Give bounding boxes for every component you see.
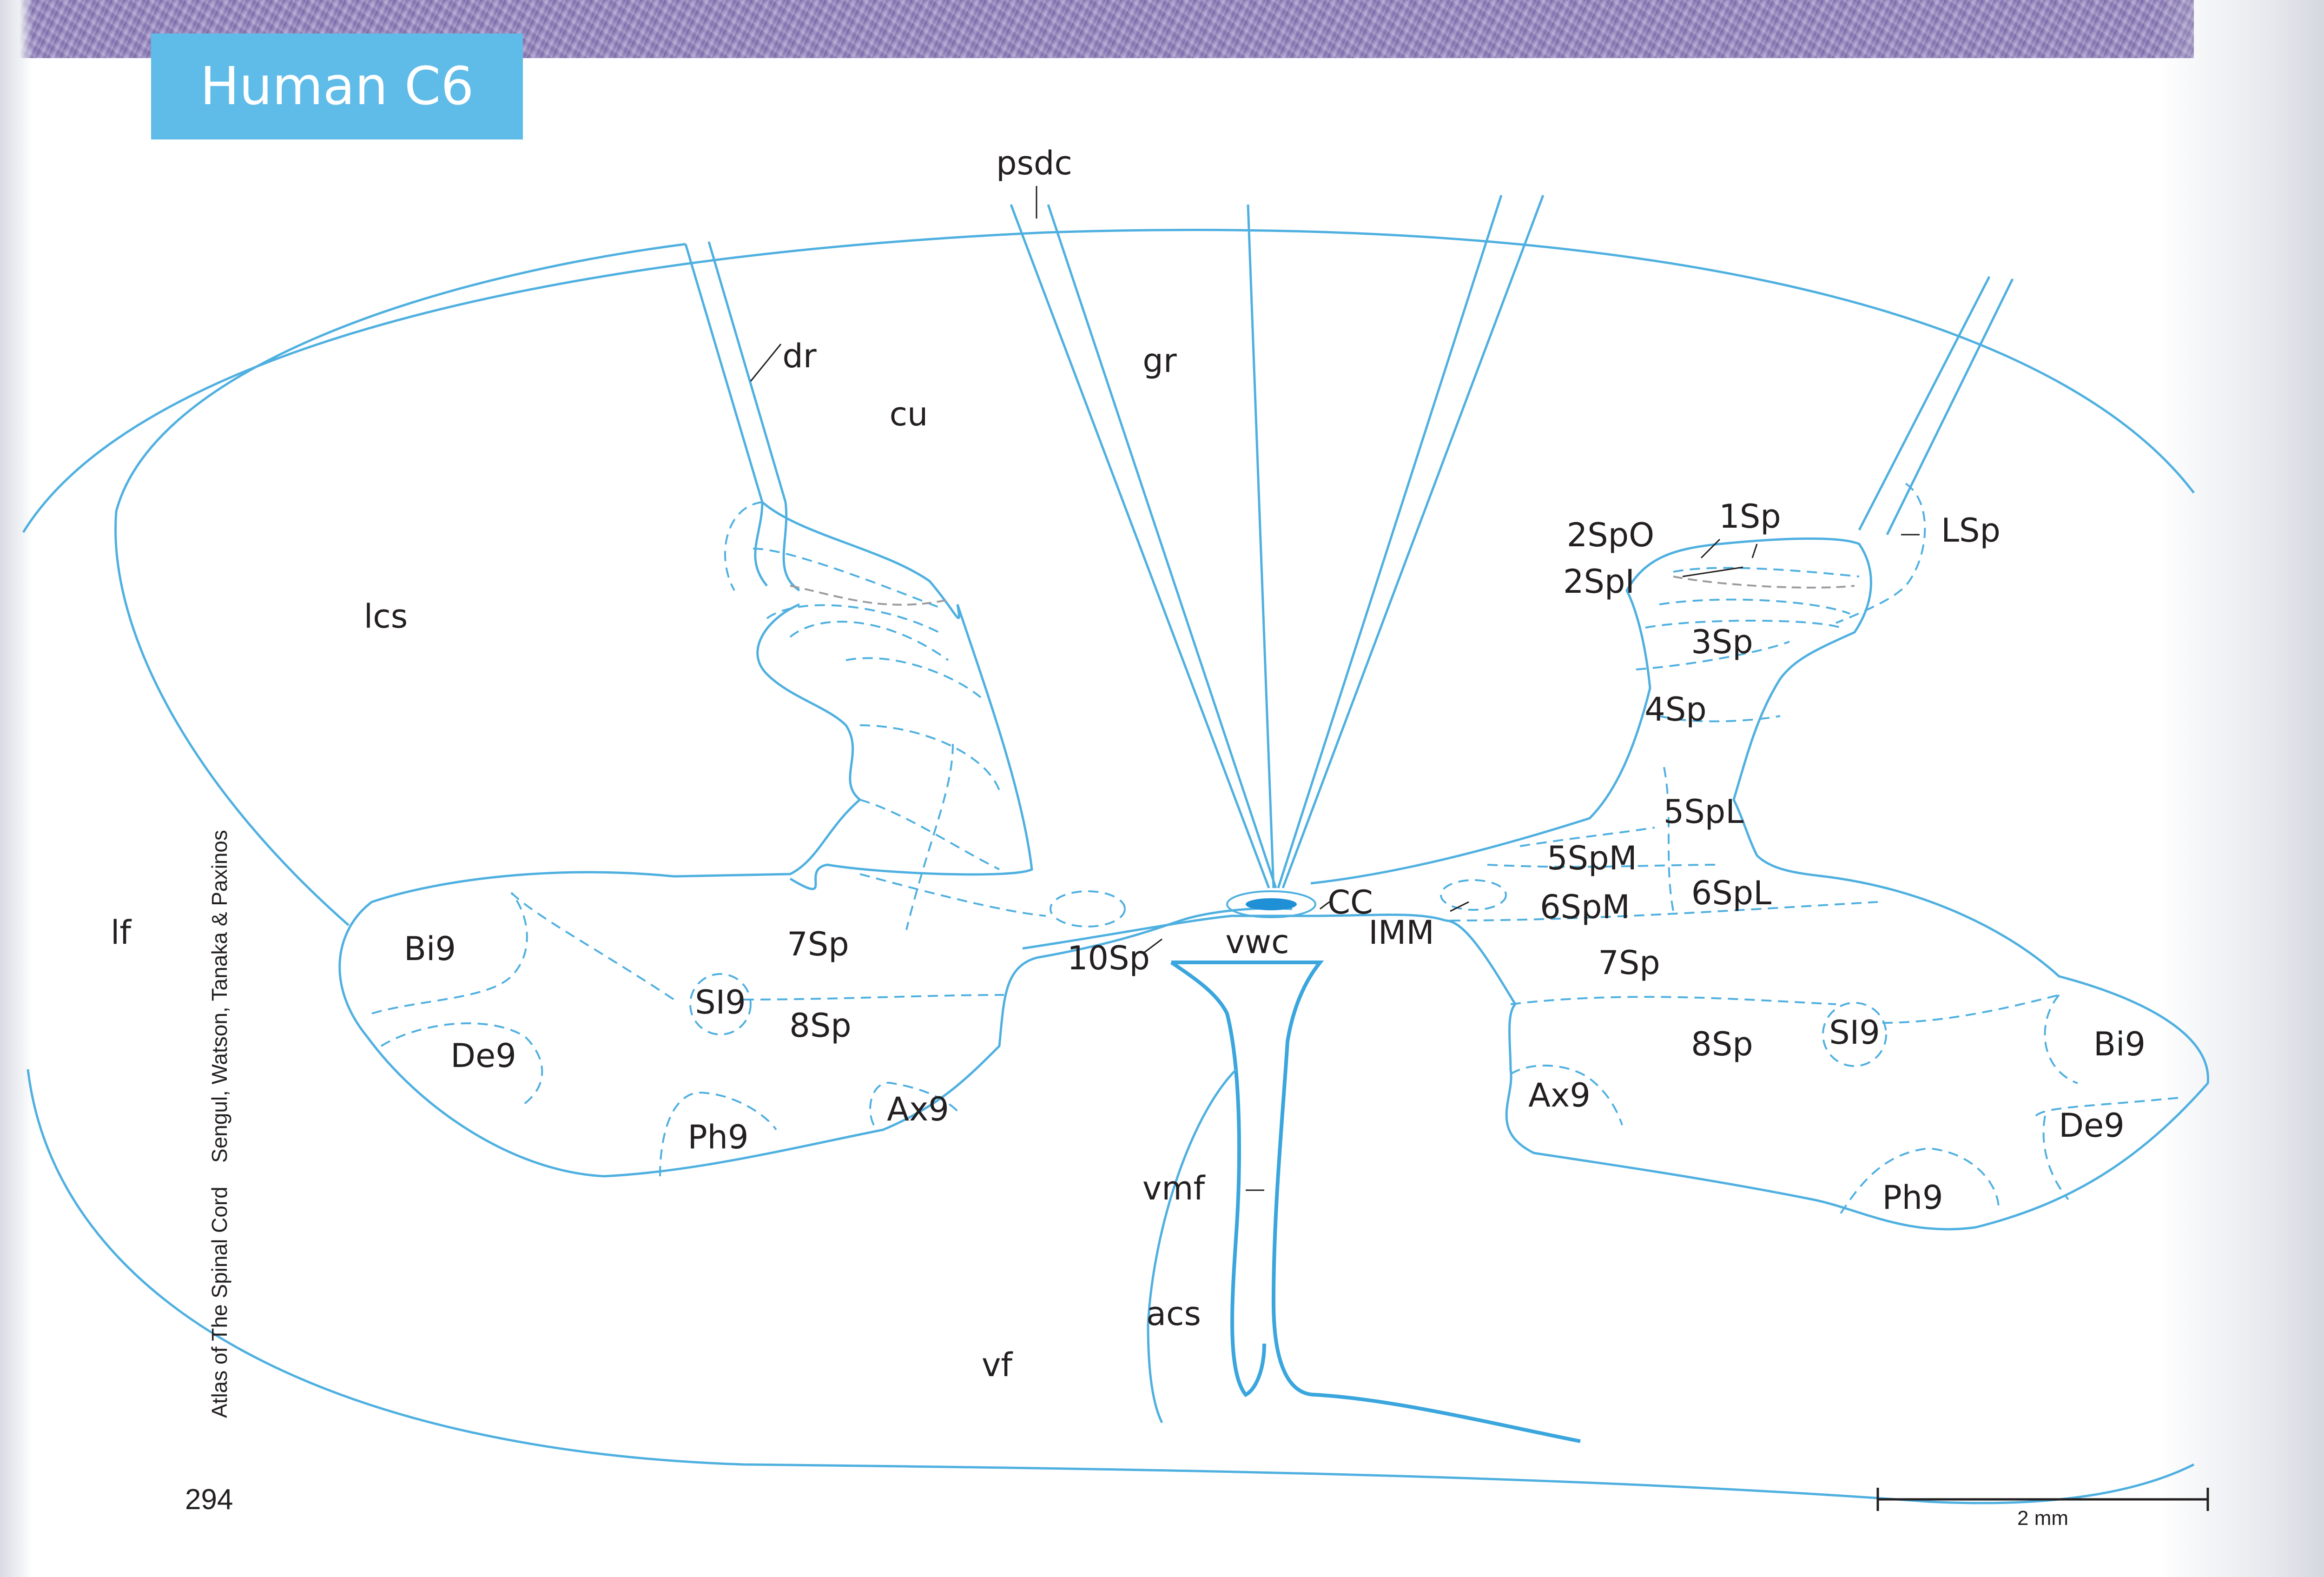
label-vmf: vmf bbox=[1142, 1169, 1206, 1207]
section-title: Human C6 bbox=[200, 56, 474, 117]
label-10sp: 10Sp bbox=[1067, 939, 1150, 977]
spine-authors: Sengul, Watson, Tanaka & Paxinos bbox=[207, 830, 231, 1163]
spine-credit: Atlas of The Spinal Cord Sengul, Watson,… bbox=[207, 814, 235, 1418]
label-lcs: lcs bbox=[364, 597, 408, 636]
label-vwc: vwc bbox=[1225, 923, 1289, 961]
left-dorsal-root bbox=[684, 241, 800, 592]
label-acs: acs bbox=[1146, 1295, 1201, 1333]
label-si9-right: SI9 bbox=[1829, 1014, 1880, 1052]
label-gr: gr bbox=[1142, 342, 1176, 380]
left-lamina-boundaries bbox=[371, 501, 1046, 1177]
label-imm: IMM bbox=[1368, 914, 1434, 952]
label-bi9-right: Bi9 bbox=[2093, 1025, 2146, 1063]
label-lf: lf bbox=[111, 914, 132, 952]
left-2spi-grey-line bbox=[790, 585, 949, 606]
label-bi9-left: Bi9 bbox=[404, 930, 456, 968]
label-7sp-right: 7Sp bbox=[1598, 944, 1660, 982]
label-2spi: 2SpI bbox=[1563, 563, 1635, 601]
label-cu: cu bbox=[890, 395, 928, 433]
lateral-funiculus-boundary bbox=[114, 243, 686, 926]
label-8sp-left: 8Sp bbox=[789, 1007, 851, 1045]
label-de9-right: De9 bbox=[2059, 1107, 2125, 1145]
right-dorsal-root bbox=[1858, 276, 2014, 536]
label-5spl: 5SpL bbox=[1664, 793, 1743, 831]
label-ax9-right: Ax9 bbox=[1528, 1076, 1591, 1114]
left-10sp-ellipse bbox=[1050, 890, 1126, 928]
label-ph9-left: Ph9 bbox=[687, 1118, 748, 1156]
section-title-box: Human C6 bbox=[151, 33, 523, 139]
label-5spm: 5SpM bbox=[1547, 839, 1637, 877]
label-ph9-right: Ph9 bbox=[1882, 1179, 1943, 1217]
label-6spl: 6SpL bbox=[1691, 874, 1771, 912]
label-3sp: 3Sp bbox=[1691, 623, 1753, 661]
right-lamina-boundaries bbox=[1450, 483, 2185, 1214]
central-canal bbox=[1246, 898, 1297, 910]
label-1sp: 1Sp bbox=[1719, 497, 1781, 536]
cord-outline bbox=[22, 229, 2195, 1504]
label-si9-left: SI9 bbox=[695, 983, 746, 1021]
scale-bar-label: 2 mm bbox=[2017, 1507, 2068, 1530]
gray-matter-outline bbox=[338, 501, 2209, 1231]
label-8sp-right: 8Sp bbox=[1691, 1025, 1753, 1063]
label-cc: CC bbox=[1327, 883, 1373, 921]
label-4sp: 4Sp bbox=[1644, 690, 1706, 729]
label-vf: vf bbox=[982, 1346, 1013, 1384]
left-si9-circle bbox=[689, 973, 752, 1035]
label-ax9-left: Ax9 bbox=[887, 1090, 949, 1128]
label-lsp: LSp bbox=[1941, 511, 2000, 550]
label-dr: dr bbox=[782, 337, 816, 375]
page-number: 294 bbox=[185, 1484, 233, 1516]
page-binding-shadow bbox=[0, 0, 33, 1577]
right-imm-ellipse bbox=[1440, 879, 1507, 911]
label-psdc: psdc bbox=[996, 144, 1072, 182]
page-edge-shadow bbox=[2157, 0, 2324, 1577]
anterior-commissure-line bbox=[1147, 1068, 1237, 1424]
label-de9-left: De9 bbox=[450, 1037, 516, 1075]
spine-book-title: Atlas of The Spinal Cord bbox=[207, 1186, 231, 1418]
central-canal-ring bbox=[1226, 890, 1316, 918]
right-2spi-grey-line bbox=[1673, 576, 1855, 589]
ventral-median-fissure bbox=[1170, 961, 1581, 1443]
label-7sp-left: 7Sp bbox=[787, 925, 849, 963]
leader-lines bbox=[750, 186, 1920, 1191]
label-6spm: 6SpM bbox=[1540, 888, 1630, 926]
label-2spo: 2SpO bbox=[1567, 516, 1655, 554]
right-si9-circle bbox=[1822, 1002, 1887, 1067]
scale-bar bbox=[1876, 1488, 2209, 1511]
dorsal-septum bbox=[1010, 195, 1545, 888]
